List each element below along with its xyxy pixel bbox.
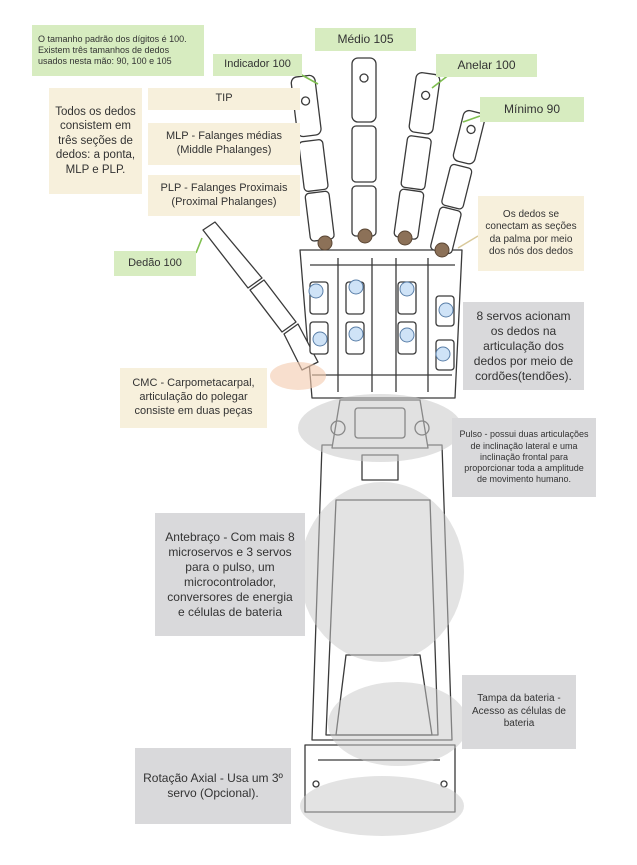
note-connect: Os dedos se conectam as seções da palma …	[478, 196, 584, 271]
note-pulso: Pulso - possui duas articulações de incl…	[452, 418, 596, 497]
label-anelar: Anelar 100	[436, 54, 537, 77]
label-tip: TIP	[148, 88, 300, 110]
battery-highlight	[328, 682, 468, 766]
servo-marker	[348, 326, 364, 342]
servo-marker	[348, 279, 364, 295]
note-tampa: Tampa da bateria - Acesso as células de …	[462, 675, 576, 749]
forearm-highlight	[300, 482, 464, 662]
rotation-highlight	[300, 776, 464, 836]
middle-finger	[351, 57, 377, 237]
note-rotacao: Rotação Axial - Usa um 3º servo (Opciona…	[135, 748, 291, 824]
note-three-sections: Todos os dedos consistem em três seções …	[49, 88, 142, 194]
thumb	[202, 221, 319, 371]
leader-line-minimo	[462, 115, 481, 123]
ring-finger	[393, 72, 441, 240]
label-minimo: Mínimo 90	[480, 97, 584, 122]
cmc-highlight	[270, 362, 326, 390]
knuckle-marker	[397, 230, 413, 246]
label-indicador: Indicador 100	[213, 54, 302, 76]
label-medio: Médio 105	[315, 28, 416, 51]
wrist-highlight	[298, 394, 462, 462]
leader-line-dedao	[195, 237, 203, 254]
servo-marker	[399, 327, 415, 343]
index-finger	[290, 74, 335, 242]
label-mlp: MLP - Falanges médias (Middle Phalanges)	[148, 123, 300, 165]
servo-marker	[399, 281, 415, 297]
knuckle-marker	[317, 235, 333, 251]
label-dedao: Dedão 100	[114, 251, 196, 276]
servo-marker	[308, 283, 324, 299]
leader-line-connect	[457, 235, 479, 249]
note-antebraco: Antebraço - Com mais 8 microservos e 3 s…	[155, 513, 305, 636]
label-plp: PLP - Falanges Proximais (Proximal Phala…	[148, 175, 300, 216]
note-cmc: CMC - Carpometacarpal, articulação do po…	[120, 368, 267, 428]
note-servos: 8 servos acionam os dedos na articulação…	[463, 302, 584, 390]
knuckle-marker	[357, 228, 373, 244]
little-finger	[430, 109, 486, 255]
servo-marker	[312, 331, 328, 347]
leader-line-indicador	[299, 73, 319, 85]
knuckle-marker	[434, 242, 450, 258]
servo-marker	[435, 346, 451, 362]
note-sizes: O tamanho padrão dos dígitos é 100. Exis…	[32, 25, 204, 76]
servo-marker	[438, 302, 454, 318]
